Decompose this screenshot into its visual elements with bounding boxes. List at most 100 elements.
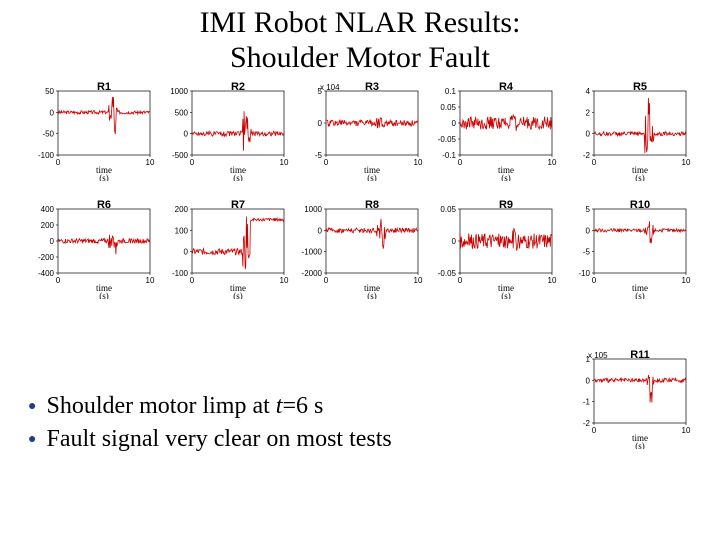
svg-text:-100: -100	[172, 269, 189, 278]
svg-text:-1000: -1000	[302, 248, 323, 257]
svg-text:(s): (s)	[501, 291, 511, 299]
svg-text:200: 200	[41, 221, 55, 230]
svg-text:-10: -10	[578, 269, 590, 278]
svg-text:-400: -400	[38, 269, 55, 278]
svg-text:(s): (s)	[99, 291, 109, 299]
svg-text:0: 0	[50, 237, 55, 246]
bullet-1: ● Shoulder motor limp at t=6 s	[28, 392, 508, 421]
svg-text:400: 400	[41, 205, 55, 214]
svg-text:500: 500	[175, 108, 189, 117]
chart-r8: R8 -2000-100001000010 time (s)	[296, 199, 424, 299]
svg-text:0.05: 0.05	[440, 103, 456, 112]
chart-r10: R10 -10-505010 time (s)	[564, 199, 692, 299]
svg-text:100: 100	[175, 226, 189, 235]
svg-text:-50: -50	[42, 130, 54, 139]
svg-text:10: 10	[548, 158, 557, 167]
svg-text:-100: -100	[38, 151, 55, 160]
svg-text:0: 0	[586, 226, 591, 235]
svg-text:1000: 1000	[170, 87, 188, 96]
svg-text:0: 0	[318, 119, 323, 128]
svg-text:(s): (s)	[635, 291, 645, 299]
svg-text:-500: -500	[172, 151, 189, 160]
bullet-icon: ●	[28, 432, 36, 448]
svg-text:(s): (s)	[233, 291, 243, 299]
chart-r3: x 104 R3 -505010 time (s)	[296, 81, 424, 181]
svg-text:0: 0	[324, 276, 329, 285]
svg-text:-2: -2	[583, 151, 591, 160]
svg-text:0: 0	[56, 158, 61, 167]
svg-text:1000: 1000	[304, 205, 322, 214]
svg-text:0: 0	[586, 376, 591, 385]
svg-text:0: 0	[56, 276, 61, 285]
svg-text:10: 10	[146, 276, 155, 285]
svg-text:0: 0	[592, 158, 597, 167]
svg-text:5: 5	[318, 87, 323, 96]
svg-text:0: 0	[50, 108, 55, 117]
svg-text:0: 0	[190, 158, 195, 167]
svg-text:(s): (s)	[233, 173, 243, 181]
svg-text:0: 0	[592, 426, 597, 435]
bullets-list: ● Shoulder motor limp at t=6 s ● Fault s…	[28, 392, 508, 458]
svg-text:10: 10	[682, 426, 691, 435]
chart-r4: R4 -0.1-0.0500.050.1010 time (s)	[430, 81, 558, 181]
svg-text:0: 0	[184, 130, 189, 139]
svg-text:-1: -1	[583, 398, 591, 407]
bullet-2: ● Fault signal very clear on most tests	[28, 425, 508, 454]
svg-text:(s): (s)	[635, 173, 645, 181]
chart-r11: x 105 R11 -2-101010 time (s)	[564, 349, 692, 449]
svg-text:2: 2	[586, 108, 591, 117]
svg-text:-2000: -2000	[302, 269, 323, 278]
svg-text:10: 10	[414, 276, 423, 285]
svg-text:-5: -5	[583, 248, 591, 257]
svg-text:0: 0	[458, 276, 463, 285]
chart-r2: R2 -50005001000010 time (s)	[162, 81, 290, 181]
bullet-1-pre: Shoulder motor limp at	[46, 393, 275, 419]
svg-text:(s): (s)	[367, 291, 377, 299]
svg-text:(s): (s)	[99, 173, 109, 181]
svg-text:-0.05: -0.05	[438, 269, 457, 278]
chart-r6: R6 -400-2000200400010 time (s)	[28, 199, 156, 299]
chart-r5: R5 -2024010 time (s)	[564, 81, 692, 181]
svg-text:0.1: 0.1	[445, 87, 457, 96]
svg-text:x 105: x 105	[588, 351, 608, 360]
svg-text:0.05: 0.05	[440, 205, 456, 214]
svg-text:-5: -5	[315, 151, 323, 160]
svg-text:-2: -2	[583, 419, 591, 428]
svg-text:-0.05: -0.05	[438, 135, 457, 144]
chart-r7: R7 -1000100200010 time (s)	[162, 199, 290, 299]
svg-text:0: 0	[452, 237, 457, 246]
svg-text:0: 0	[324, 158, 329, 167]
title-line-2: Shoulder Motor Fault	[0, 41, 720, 76]
svg-text:0: 0	[592, 276, 597, 285]
svg-text:10: 10	[548, 276, 557, 285]
svg-text:(s): (s)	[501, 173, 511, 181]
svg-text:-200: -200	[38, 253, 55, 262]
charts-grid: R1 -100-50050010 time (s) R2 -5000500100…	[0, 81, 720, 351]
svg-text:0: 0	[586, 130, 591, 139]
svg-text:0: 0	[190, 276, 195, 285]
svg-text:5: 5	[586, 205, 591, 214]
svg-text:0: 0	[452, 119, 457, 128]
svg-text:0: 0	[184, 248, 189, 257]
svg-text:10: 10	[280, 158, 289, 167]
bullet-icon: ●	[28, 399, 36, 415]
svg-text:-0.1: -0.1	[442, 151, 456, 160]
svg-text:10: 10	[280, 276, 289, 285]
svg-text:0: 0	[458, 158, 463, 167]
bullet-2-pre: Fault signal very clear on most tests	[46, 426, 391, 452]
svg-text:0: 0	[318, 226, 323, 235]
svg-text:4: 4	[586, 87, 591, 96]
bullet-1-post: =6 s	[282, 393, 323, 419]
svg-text:200: 200	[175, 205, 189, 214]
svg-text:10: 10	[682, 158, 691, 167]
svg-text:(s): (s)	[635, 441, 645, 449]
title-line-1: IMI Robot NLAR Results:	[0, 6, 720, 41]
svg-text:1: 1	[586, 355, 591, 364]
svg-text:10: 10	[682, 276, 691, 285]
chart-r9: R9 -0.0500.05010 time (s)	[430, 199, 558, 299]
svg-text:50: 50	[45, 87, 54, 96]
svg-text:10: 10	[146, 158, 155, 167]
svg-text:(s): (s)	[367, 173, 377, 181]
chart-r1: R1 -100-50050010 time (s)	[28, 81, 156, 181]
svg-text:10: 10	[414, 158, 423, 167]
